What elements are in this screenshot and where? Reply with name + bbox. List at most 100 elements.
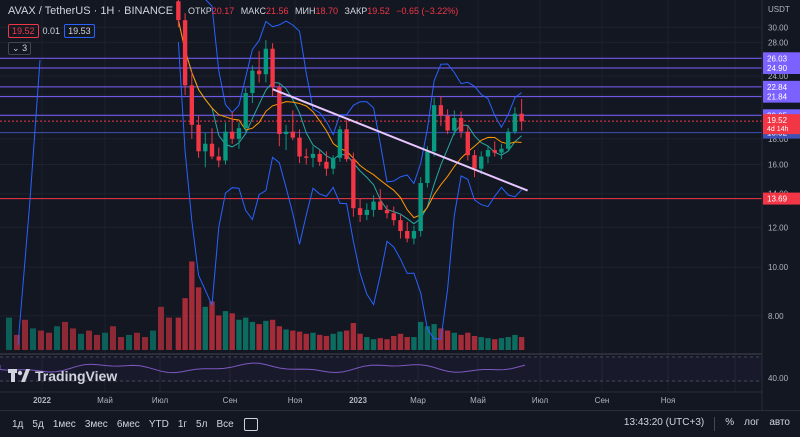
candle-body — [458, 118, 464, 132]
volume-bar — [377, 338, 383, 350]
indicators-count: 3 — [22, 43, 28, 53]
volume-bar — [330, 333, 336, 350]
range-button[interactable]: 5л — [196, 418, 208, 430]
volume-bar — [492, 339, 498, 350]
clock-time[interactable]: 13:43:20 (UTC+3) — [623, 417, 705, 428]
candle-body — [405, 231, 410, 239]
range-button[interactable]: 1мес — [52, 418, 76, 430]
price-tick-label: 10.00 — [768, 263, 789, 272]
volume-bar — [22, 319, 28, 350]
range-button[interactable]: Все — [216, 418, 234, 430]
time-axis-label: 2022 — [33, 396, 51, 405]
candle-body — [445, 115, 450, 131]
volume-bar — [444, 330, 451, 350]
candle-body — [512, 113, 518, 132]
range-button[interactable]: YTD — [148, 418, 169, 430]
spread-value: 0.01 — [42, 26, 61, 36]
volume-bar — [94, 334, 100, 350]
volume-bar — [518, 337, 525, 350]
volume-bar — [317, 334, 323, 350]
candle-body — [505, 131, 511, 149]
range-button[interactable]: 1д — [12, 418, 24, 430]
bollinger-lower — [177, 42, 522, 340]
candle-body — [256, 70, 262, 75]
candle-body — [324, 161, 329, 169]
calendar-icon[interactable] — [243, 417, 258, 431]
volume-bar — [134, 332, 140, 350]
candle-body — [425, 151, 430, 184]
bollinger-upper — [177, 0, 522, 185]
candlesticks — [176, 0, 524, 245]
chevron-down-icon: ⌄ — [12, 43, 20, 53]
trendline[interactable] — [272, 88, 529, 192]
ohlc-change-value: −0.65 (−3.22%) — [396, 6, 459, 16]
candle-body — [277, 87, 282, 135]
auto-toggle[interactable]: авто — [769, 417, 790, 428]
candle-body — [263, 48, 269, 75]
price-tick-label: 18.00 — [768, 135, 789, 144]
price-level-tag — [763, 52, 800, 65]
chart-grid — [0, 0, 762, 392]
ohlc-high-value: 21.56 — [265, 6, 289, 16]
volume-bar — [391, 335, 397, 350]
time-axis-label: Сен — [595, 396, 610, 405]
price-level-label: 13.69 — [767, 195, 788, 204]
range-button[interactable]: 3мес — [84, 418, 108, 430]
price-chart[interactable]: USDT30.0028.0026.0024.0022.0020.0018.001… — [0, 0, 800, 410]
range-button[interactable]: 6мес — [116, 418, 140, 430]
time-axis-label: Июл — [152, 396, 169, 405]
last-price-label: 19.52 — [767, 116, 788, 125]
volume-bar — [14, 334, 20, 350]
candle-body — [330, 157, 336, 169]
last-price-tag — [763, 114, 800, 135]
price-tick-label: 30.00 — [768, 23, 789, 32]
symbol-title[interactable]: AVAX / TetherUS · 1H · BINANCE — [8, 5, 173, 17]
volume-bar — [6, 317, 12, 350]
candle-body — [189, 85, 195, 125]
range-button[interactable]: 5д — [32, 418, 44, 430]
price-level-label: 22.84 — [767, 83, 788, 92]
volume-bar — [110, 326, 116, 350]
candle-body — [203, 143, 208, 152]
currency-label: USDT — [768, 5, 790, 14]
volume-bar — [242, 317, 249, 350]
time-axis[interactable]: 2022 Май Июл Сен Ноя 2023 Мар Май Июл Сен Ноя — [0, 391, 762, 405]
log-toggle[interactable]: лог — [744, 417, 760, 428]
bollinger-bands — [17, 0, 522, 346]
price-level-tag — [763, 90, 800, 103]
price-tick-label: 12.00 — [768, 223, 789, 232]
volume-bar — [343, 330, 350, 350]
price-axis[interactable]: USDT30.0028.0026.0024.0022.0020.0018.001… — [761, 0, 800, 410]
trade-buttons: 19.52 0.01 19.53 — [8, 24, 95, 38]
candle-body — [384, 209, 390, 214]
volume-bar — [303, 333, 309, 350]
indicators-toggle[interactable]: ⌄ 3 — [8, 42, 32, 55]
sell-button[interactable]: 19.52 — [8, 24, 39, 38]
price-level-tag — [763, 80, 800, 93]
ohlc-close-label: ЗАКР — [344, 6, 368, 16]
volume-bar — [263, 320, 269, 350]
volume-bar — [166, 317, 172, 350]
candle-body — [243, 93, 248, 129]
rsi-pane — [0, 353, 762, 382]
buy-button[interactable]: 19.53 — [64, 24, 95, 38]
volume-bar — [269, 319, 276, 350]
time-axis-label: Ноя — [288, 396, 303, 405]
candle-body — [398, 220, 403, 232]
volume-bar — [189, 261, 195, 350]
candle-body — [290, 131, 295, 138]
volume-bar — [102, 332, 108, 350]
rsi-band — [0, 356, 762, 382]
candle-body — [499, 148, 504, 153]
volume-bar — [337, 331, 343, 350]
percent-toggle[interactable]: % — [725, 417, 735, 428]
volume-bar — [249, 321, 256, 350]
range-button[interactable]: 1г — [177, 418, 188, 430]
tradingview-logo[interactable]: TradingView — [8, 368, 117, 384]
candle-body — [196, 124, 201, 152]
candle-body — [223, 131, 228, 161]
candle-body — [209, 143, 215, 157]
date-range-buttons: 1д 5д 1мес 3мес 6мес YTD 1г 5л Все — [12, 419, 234, 430]
price-level-label: 24.90 — [767, 64, 788, 73]
time-axis-label: Мар — [410, 396, 426, 405]
